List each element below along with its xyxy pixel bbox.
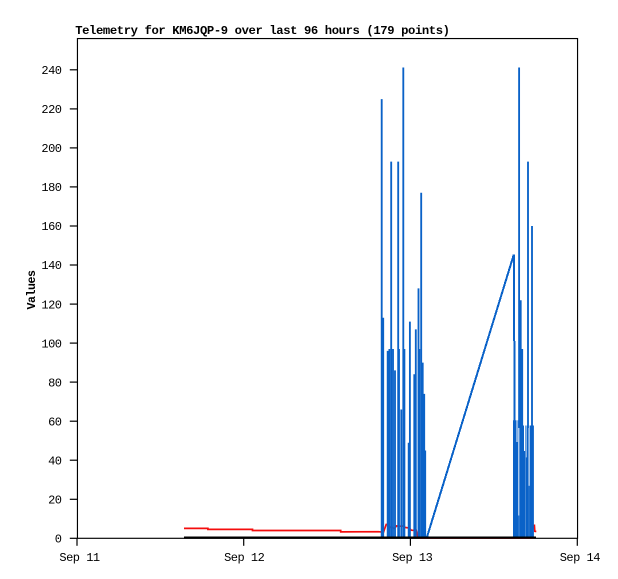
svg-text:Sep 12: Sep 12 — [224, 551, 265, 565]
svg-text:40: 40 — [48, 454, 62, 468]
svg-text:Sep 11: Sep 11 — [59, 551, 100, 565]
svg-text:220: 220 — [41, 103, 61, 117]
svg-text:20: 20 — [48, 494, 62, 508]
svg-text:0: 0 — [55, 533, 62, 547]
svg-text:160: 160 — [41, 220, 61, 234]
svg-text:100: 100 — [41, 337, 61, 351]
svg-text:200: 200 — [41, 142, 61, 156]
svg-text:Sep 13: Sep 13 — [392, 551, 433, 565]
svg-text:180: 180 — [41, 181, 61, 195]
svg-text:140: 140 — [41, 259, 61, 273]
svg-text:120: 120 — [41, 298, 61, 312]
svg-text:Sep 14: Sep 14 — [560, 551, 601, 565]
svg-text:Values: Values — [26, 270, 39, 310]
svg-text:80: 80 — [48, 376, 62, 390]
svg-text:60: 60 — [48, 415, 62, 429]
svg-text:240: 240 — [41, 64, 61, 78]
svg-text:Telemetry for KM6JQP-9 over la: Telemetry for KM6JQP-9 over last 96 hour… — [75, 24, 449, 38]
